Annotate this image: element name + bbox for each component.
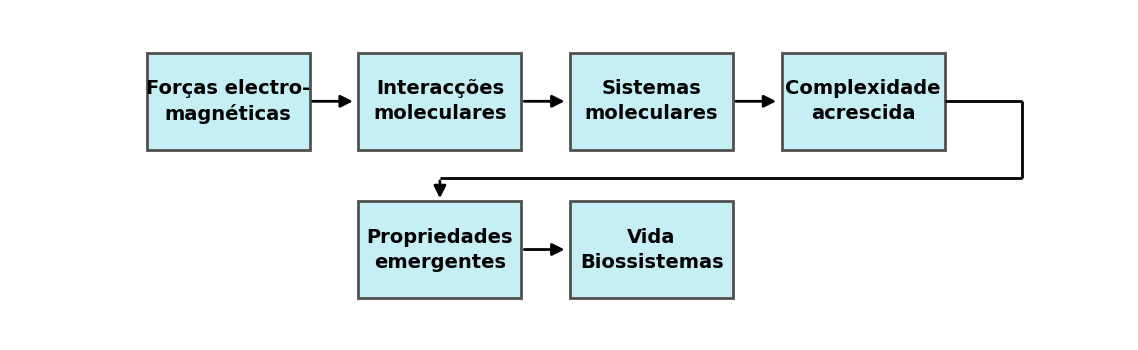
FancyBboxPatch shape bbox=[147, 53, 310, 150]
FancyBboxPatch shape bbox=[570, 53, 733, 150]
Text: Complexidade
acrescida: Complexidade acrescida bbox=[785, 79, 941, 123]
Text: Vida
Biossistemas: Vida Biossistemas bbox=[579, 228, 724, 272]
Text: Propriedades
emergentes: Propriedades emergentes bbox=[366, 228, 513, 272]
FancyBboxPatch shape bbox=[358, 53, 521, 150]
FancyBboxPatch shape bbox=[570, 201, 733, 298]
Text: Interacções
moleculares: Interacções moleculares bbox=[373, 79, 506, 123]
FancyBboxPatch shape bbox=[358, 201, 521, 298]
FancyBboxPatch shape bbox=[782, 53, 945, 150]
Text: Sistemas
moleculares: Sistemas moleculares bbox=[585, 79, 718, 123]
Text: Forças electro-
magnéticas: Forças electro- magnéticas bbox=[146, 79, 311, 124]
